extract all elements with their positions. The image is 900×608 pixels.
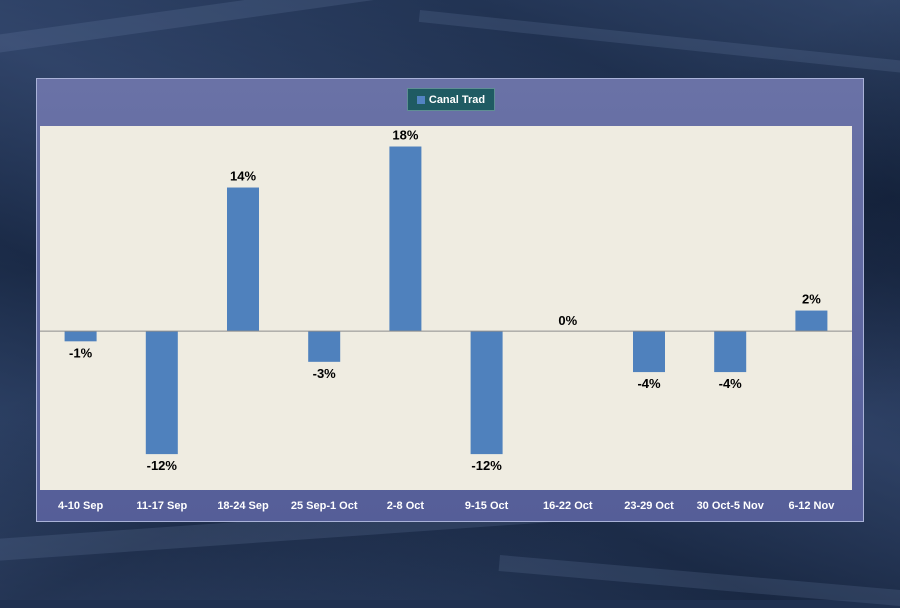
x-tick-label: 6-12 Nov [788, 500, 835, 512]
x-tick-label: 11-17 Sep [136, 500, 187, 512]
data-label: -1% [69, 345, 93, 360]
x-tick-label: 16-22 Oct [543, 500, 593, 512]
bar[interactable] [714, 331, 747, 373]
bar[interactable] [227, 187, 259, 332]
data-label: 18% [392, 128, 418, 143]
data-label: 14% [230, 169, 256, 184]
data-label: -4% [637, 376, 661, 391]
data-label: 2% [802, 292, 821, 307]
x-axis-labels: 4-10 Sep 11-17 Sep 18-24 Sep 25 Sep-1 Oct 2-… [58, 500, 835, 512]
background-streak [418, 10, 900, 77]
bar[interactable] [389, 146, 422, 332]
background-streak [0, 0, 458, 58]
plot-area: -1% -12% 14% -3% 18% -12% 0% -4% -4% 2% [40, 126, 852, 490]
bar[interactable] [795, 310, 828, 332]
x-tick-label: 23-29 Oct [624, 500, 674, 512]
data-label: 0% [558, 313, 577, 328]
data-label: -12% [471, 458, 502, 473]
x-tick-label: 4-10 Sep [58, 500, 104, 512]
x-tick-label: 30 Oct-5 Nov [697, 500, 765, 512]
legend-label: Canal Trad [428, 93, 486, 106]
chart-legend[interactable]: Canal Trad [407, 88, 495, 111]
x-tick-label: 25 Sep-1 Oct [291, 500, 358, 512]
data-label: -4% [719, 376, 743, 391]
bar[interactable] [633, 331, 665, 373]
data-label: -12% [147, 458, 178, 473]
chart-panel: Canal Trad -1% -12% 14% -3% 18% -12% 0% -4% -4% 2… [36, 78, 864, 522]
bar[interactable] [308, 331, 341, 362]
x-tick-label: 18-24 Sep [217, 500, 269, 512]
legend-swatch [416, 95, 425, 104]
bar-chart: -1% -12% 14% -3% 18% -12% 0% -4% -4% 2% [40, 128, 852, 473]
bar[interactable] [145, 331, 178, 455]
x-tick-label: 2-8 Oct [387, 500, 425, 512]
bar[interactable] [470, 331, 503, 455]
bar[interactable] [64, 331, 97, 342]
x-tick-label: 9-15 Oct [465, 500, 509, 512]
data-label: -3% [313, 366, 337, 381]
